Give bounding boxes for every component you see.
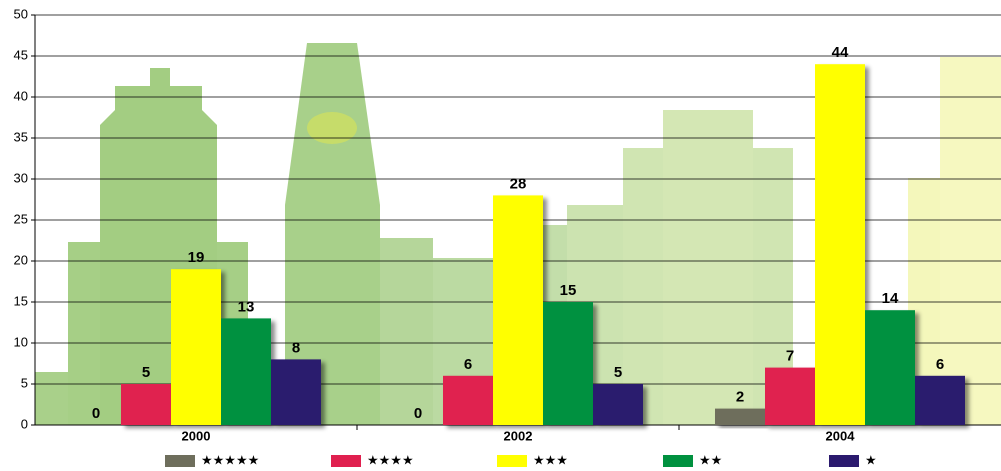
legend-label: ★★★ xyxy=(533,452,568,467)
data-label: 8 xyxy=(292,339,300,356)
y-tick-label: 5 xyxy=(21,375,28,390)
data-label: 15 xyxy=(560,282,577,299)
legend-swatch xyxy=(829,455,859,467)
data-label: 6 xyxy=(936,356,944,373)
legend-label: ★ xyxy=(865,452,877,467)
x-tick-label: 2004 xyxy=(826,428,856,443)
data-label: 0 xyxy=(414,405,422,422)
bar xyxy=(171,269,221,425)
y-tick-label: 10 xyxy=(14,334,28,349)
bar xyxy=(593,384,643,425)
y-tick-label: 20 xyxy=(14,252,28,267)
bar xyxy=(915,375,965,425)
data-label: 14 xyxy=(882,290,899,307)
y-tick-label: 35 xyxy=(14,129,28,144)
bar xyxy=(815,64,865,425)
data-label: 44 xyxy=(832,44,849,61)
x-tick-label: 2000 xyxy=(182,428,211,443)
data-label: 5 xyxy=(614,364,622,381)
data-label: 0 xyxy=(92,405,100,422)
bar xyxy=(543,302,593,425)
legend-label: ★★★★ xyxy=(367,452,414,467)
y-tick-label: 45 xyxy=(14,47,28,62)
y-tick-label: 25 xyxy=(14,211,28,226)
bar xyxy=(271,359,321,425)
legend-swatch xyxy=(663,455,693,467)
y-tick-label: 30 xyxy=(14,170,28,185)
data-label: 5 xyxy=(142,364,150,381)
data-label: 7 xyxy=(786,348,794,365)
y-tick-label: 40 xyxy=(14,88,28,103)
legend-label: ★★★★★ xyxy=(201,452,259,467)
bar xyxy=(765,367,815,425)
legend-swatch xyxy=(497,455,527,467)
y-tick-label: 0 xyxy=(21,416,28,431)
legend-swatch xyxy=(331,455,361,467)
data-label: 19 xyxy=(188,249,205,266)
data-label: 6 xyxy=(464,356,472,373)
data-label: 2 xyxy=(736,389,744,406)
data-label: 28 xyxy=(510,175,527,192)
bar xyxy=(121,384,171,425)
bar xyxy=(221,318,271,425)
legend-swatch xyxy=(165,455,195,467)
bar xyxy=(443,375,493,425)
legend-label: ★★ xyxy=(699,452,722,467)
data-label: 13 xyxy=(238,298,255,315)
bar xyxy=(493,195,543,425)
x-tick-label: 2002 xyxy=(504,428,533,443)
y-tick-label: 15 xyxy=(14,293,28,308)
bar xyxy=(715,408,765,425)
bar xyxy=(865,310,915,425)
y-tick-label: 50 xyxy=(14,6,28,21)
